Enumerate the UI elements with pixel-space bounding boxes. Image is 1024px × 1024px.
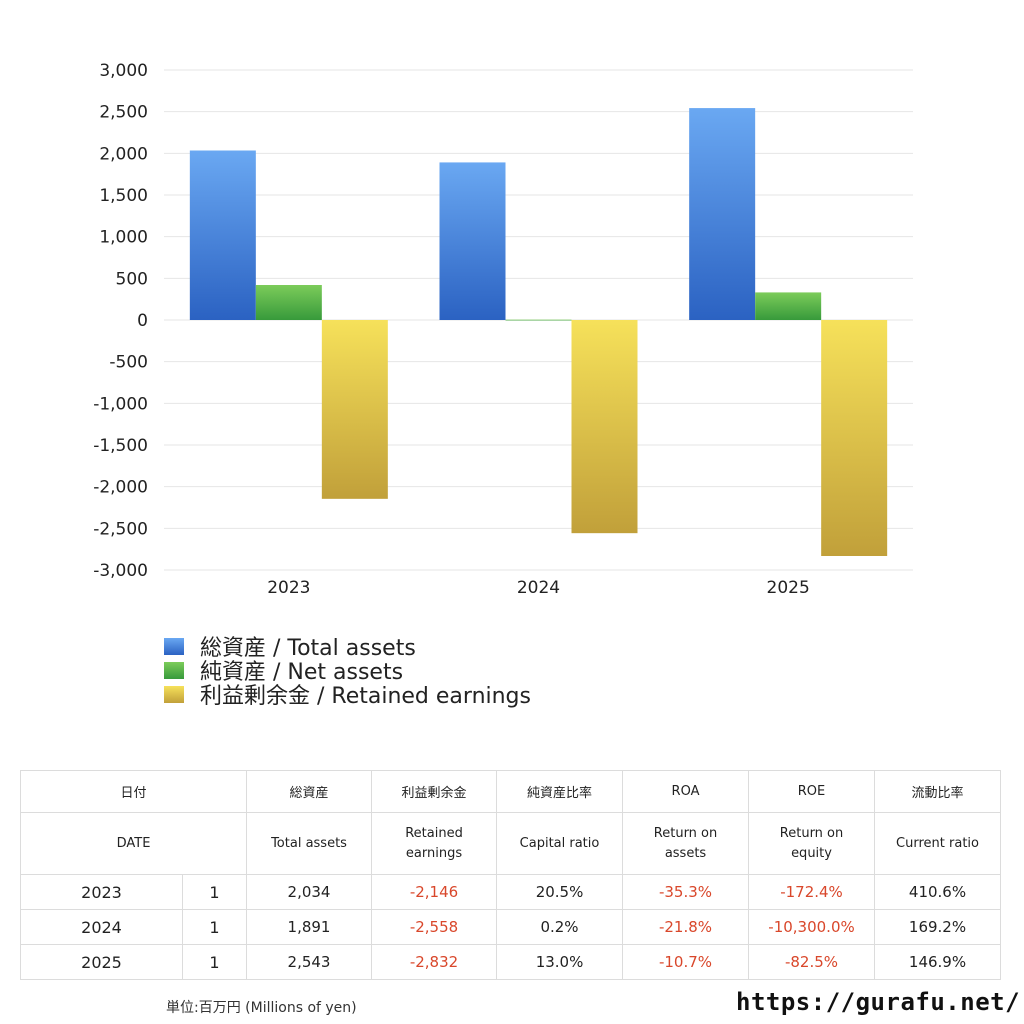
- y-tick-label: -1,000: [93, 394, 148, 414]
- legend-label-net-assets: 純資産 / Net assets: [200, 660, 404, 685]
- header-retained-en-line1: Retained: [405, 825, 463, 841]
- bar-total-assets-2023: [189, 150, 256, 320]
- row-roa: -10.7%: [622, 944, 750, 980]
- header-roa-jp: ROA: [622, 770, 750, 813]
- y-tick-label: -3,000: [93, 561, 148, 581]
- bar-total-assets-2024: [439, 162, 506, 320]
- row-roe: -172.4%: [748, 874, 876, 910]
- row-total-assets: 2,543: [246, 944, 373, 980]
- legend-label-total-assets: 総資産 / Total assets: [200, 636, 416, 661]
- bar-retained-earnings-2024: [571, 320, 638, 534]
- x-tick-label: 2025: [767, 578, 810, 598]
- row-count: 1: [181, 874, 248, 910]
- bars: [189, 108, 888, 556]
- row-date: 2024: [20, 909, 183, 945]
- y-tick-label: -1,500: [93, 436, 148, 456]
- header-roa-en: Return on assets: [622, 812, 750, 875]
- header-date-jp: 日付: [19, 770, 248, 813]
- legend-swatch-total-assets: [164, 637, 184, 655]
- header-current-ratio-jp: 流動比率: [874, 770, 1002, 813]
- y-tick-label: 1,000: [99, 228, 148, 248]
- table-header-en: DATE Total assets Retained earnings Capit…: [19, 812, 1002, 875]
- bar-net-assets-2025: [755, 292, 822, 320]
- row-roe: -10,300.0%: [748, 909, 876, 945]
- row-retained: -2,146: [371, 874, 498, 910]
- header-roa-en-line1: Return on: [653, 825, 718, 841]
- legend-item-retained-earnings: 利益剰余金 / Retained earnings: [164, 682, 531, 709]
- row-date: 2023: [20, 874, 183, 910]
- row-count: 1: [181, 909, 248, 945]
- table-row: 2025 1 2,543 -2,832 13.0% -10.7% -82.5% …: [20, 944, 1002, 980]
- y-tick-label: 0: [137, 311, 148, 331]
- y-tick-label: 500: [116, 269, 148, 289]
- row-current-ratio: 146.9%: [874, 944, 1002, 980]
- y-tick-label: -2,000: [93, 478, 148, 498]
- header-capital-ratio-jp: 純資産比率: [496, 770, 624, 813]
- y-tick-label: 2,500: [99, 103, 148, 123]
- header-roe-en-line2: equity: [791, 845, 832, 861]
- row-retained: -2,558: [371, 909, 498, 945]
- legend-swatch-net-assets: [164, 661, 184, 679]
- row-date: 2025: [20, 944, 183, 980]
- bar-net-assets-2023: [255, 285, 322, 320]
- row-capital-ratio: 13.0%: [496, 944, 624, 980]
- header-total-assets-en: Total assets: [246, 812, 373, 875]
- row-total-assets: 1,891: [246, 909, 373, 945]
- row-current-ratio: 169.2%: [874, 909, 1002, 945]
- y-tick-label: 2,000: [99, 144, 148, 164]
- table-row: 2024 1 1,891 -2,558 0.2% -21.8% -10,300.…: [20, 909, 1002, 945]
- y-tick-label: 1,500: [99, 186, 148, 206]
- row-capital-ratio: 20.5%: [496, 874, 624, 910]
- header-capital-ratio-en: Capital ratio: [496, 812, 624, 875]
- bar-retained-earnings-2023: [321, 320, 388, 499]
- bar-chart: 3,000 2,500 2,000 1,500 1,000 500 0 -500 -1,000 -…: [93, 61, 913, 598]
- legend-label-retained-earnings: 利益剰余金 / Retained earnings: [200, 684, 531, 709]
- table-header-jp: 日付 総資産 利益剰余金 純資産比率 ROA ROE 流動比率: [19, 770, 1002, 813]
- header-retained-en: Retained earnings: [371, 812, 498, 875]
- y-axis-ticks: 3,000 2,500 2,000 1,500 1,000 500 0 -500 -1,000 -…: [93, 61, 148, 581]
- header-roe-en: Return on equity: [748, 812, 876, 875]
- bar-total-assets-2025: [689, 108, 756, 320]
- header-current-ratio-en: Current ratio: [874, 812, 1002, 875]
- header-total-assets-jp: 総資産: [246, 770, 373, 813]
- grid-lines: [164, 69, 913, 571]
- header-roa-en-line2: assets: [664, 845, 707, 861]
- x-tick-label: 2024: [517, 578, 560, 598]
- legend: 総資産 / Total assets 純資産 / Net assets 利益剰余…: [164, 634, 531, 709]
- row-roa: -21.8%: [622, 909, 750, 945]
- bar-net-assets-2024: [505, 319, 572, 321]
- header-date-en: DATE: [19, 812, 248, 875]
- x-axis-ticks: 2023 2024 2025: [267, 578, 810, 598]
- y-tick-label: -2,500: [93, 519, 148, 539]
- header-retained-jp: 利益剰余金: [371, 770, 498, 813]
- financial-metrics-table: 日付 総資産 利益剰余金 純資産比率 ROA ROE 流動比率 DATE Tot…: [19, 770, 1002, 980]
- unit-note: 単位:百万円 (Millions of yen): [166, 1000, 357, 1016]
- header-retained-en-line2: earnings: [405, 845, 463, 861]
- legend-item-total-assets: 総資産 / Total assets: [164, 634, 531, 661]
- y-tick-label: -500: [109, 353, 148, 373]
- header-roe-jp: ROE: [748, 770, 876, 813]
- row-count: 1: [181, 944, 248, 980]
- site-url: https://gurafu.net/: [736, 988, 1021, 1016]
- row-retained: -2,832: [371, 944, 498, 980]
- row-roe: -82.5%: [748, 944, 876, 980]
- legend-swatch-retained-earnings: [164, 685, 184, 703]
- table-row: 2023 1 2,034 -2,146 20.5% -35.3% -172.4%…: [20, 874, 1002, 910]
- row-total-assets: 2,034: [246, 874, 373, 910]
- row-current-ratio: 410.6%: [874, 874, 1002, 910]
- legend-item-net-assets: 純資産 / Net assets: [164, 658, 531, 685]
- row-capital-ratio: 0.2%: [496, 909, 624, 945]
- y-tick-label: 3,000: [99, 61, 148, 81]
- header-roe-en-line1: Return on: [779, 825, 844, 841]
- x-tick-label: 2023: [267, 578, 310, 598]
- bar-retained-earnings-2025: [821, 320, 888, 556]
- row-roa: -35.3%: [622, 874, 750, 910]
